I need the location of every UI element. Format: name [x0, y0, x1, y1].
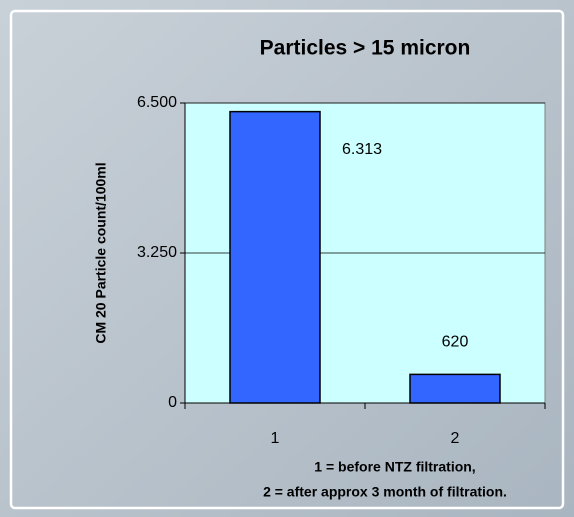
x-tick-label: 2: [451, 430, 460, 447]
frame: [9, 9, 565, 510]
x-axis-label: 1 = before NTZ filtration,: [314, 459, 475, 475]
x-axis-label: 2 = after approx 3 month of filtration.: [263, 484, 507, 500]
x-tick-label: 1: [271, 430, 280, 447]
y-tick-label: 3.250: [137, 244, 177, 261]
bar: [229, 110, 321, 404]
bar: [409, 373, 501, 404]
y-axis-label: CM 20 Particle count/100ml: [93, 162, 109, 343]
data-label: 620: [442, 334, 469, 351]
chart-title: Particles > 15 micron: [260, 37, 471, 60]
data-label: 6.313: [342, 141, 382, 158]
y-tick-label: 0: [168, 394, 177, 411]
y-tick-label: 6.500: [137, 94, 177, 111]
